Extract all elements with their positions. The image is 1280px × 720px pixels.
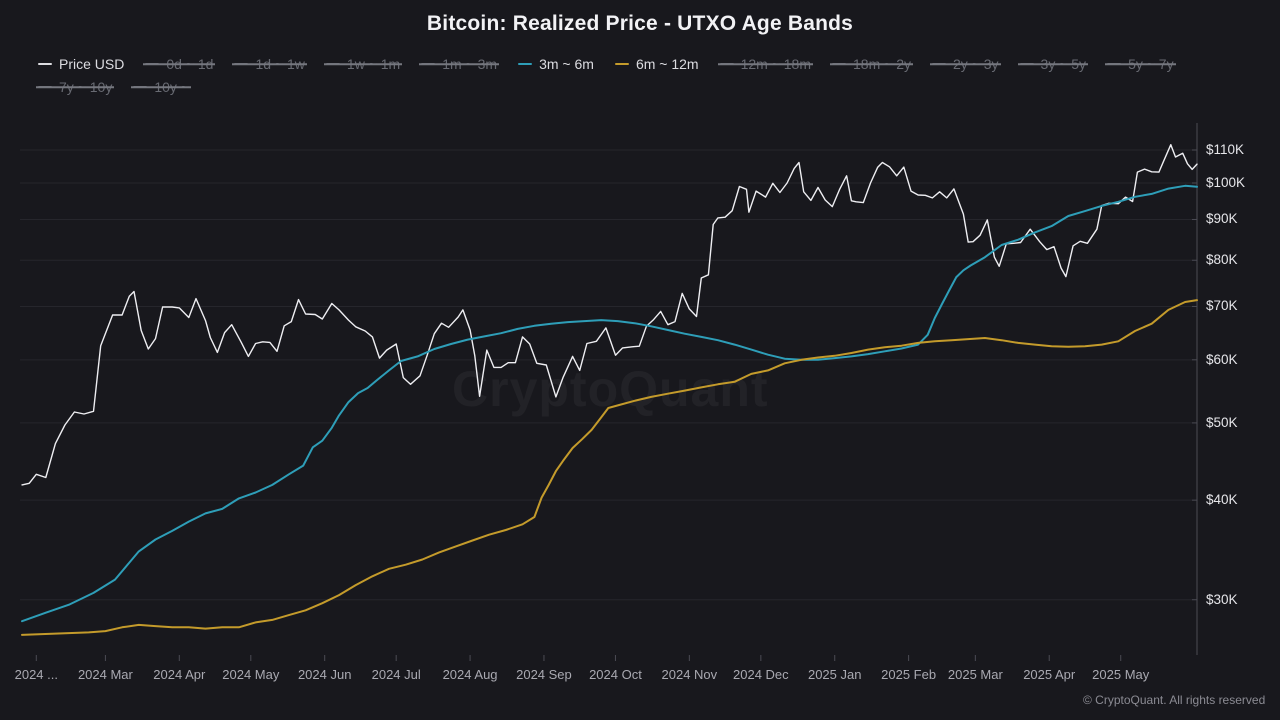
legend-row-1: Price USD 0d ~ 1d 1d ~ 1w 1w ~ 1m 1m ~ 3m 3m … [38,55,1253,73]
x-axis-label: 2025 Feb [881,667,937,682]
legend-item-3y-5y[interactable]: 3y ~ 5y [1019,55,1086,73]
legend-item-5y-7y[interactable]: 5y ~ 7y [1107,55,1174,73]
series-line-3m-6m [21,184,1198,623]
legend-item-12m-18m[interactable]: 12m ~ 18m [719,55,811,73]
x-axis-label: 2024 Dec [733,667,789,682]
x-axis-label: 2024 Aug [442,667,498,682]
x-axis-label: 2024 Sep [516,667,572,682]
legend-item-10y[interactable]: 10y ~ [133,78,189,96]
legend-dash-icon [38,63,52,65]
y-axis-label: $40K [1206,492,1238,508]
x-axis-label: 2024 Mar [77,667,133,682]
y-axis-label: $90K [1206,211,1238,227]
legend-item-1w-1m[interactable]: 1w ~ 1m [325,55,400,73]
legend: Price USD 0d ~ 1d 1d ~ 1w 1w ~ 1m 1m ~ 3m 3m … [38,55,1253,101]
x-axis-label: 2024 Oct [589,667,642,682]
x-axis-label: 2024 Jun [297,667,352,682]
x-axis-label: 2025 Jan [807,667,862,682]
y-axis-label: $50K [1206,414,1238,430]
legend-item-0d-1d[interactable]: 0d ~ 1d [145,55,213,73]
legend-dash-icon [614,63,629,65]
y-axis-label: $80K [1206,252,1238,268]
x-axis-label: 2024 ... [14,667,58,682]
x-axis-label: 2024 Nov [661,667,718,682]
copyright-footer: © CryptoQuant. All rights reserved [1083,693,1266,707]
legend-item-2y-3y[interactable]: 2y ~ 3y [932,55,999,73]
x-axis-label: 2025 Mar [947,667,1003,682]
x-axis-label: 2024 May [222,667,280,682]
x-axis-label: 2024 Jul [371,667,421,682]
legend-item-price-usd[interactable]: Price USD [38,55,124,73]
y-axis-label: $100K [1206,175,1246,190]
y-axis-label: $70K [1206,298,1238,314]
legend-dash-icon [518,63,533,65]
x-axis-label: 2024 Apr [153,667,206,682]
y-axis-label: $60K [1206,351,1238,367]
x-axis-label: 2025 Apr [1023,667,1076,682]
legend-item-18m-2y[interactable]: 18m ~ 2y [832,55,911,73]
legend-label: 3m ~ 6m [539,56,594,72]
y-axis-label: $110K [1206,142,1245,157]
legend-item-7y-10y[interactable]: 7y ~ 10y [38,78,112,96]
legend-item-3m-6m[interactable]: 3m ~ 6m [518,55,594,73]
series-line-price-usd [21,143,1198,486]
page-title: Bitcoin: Realized Price - UTXO Age Bands [426,12,854,35]
legend-label: Price USD [59,56,125,72]
x-axis-label: 2025 May [1092,667,1150,682]
legend-item-1d-1w[interactable]: 1d ~ 1w [234,55,305,73]
legend-item-6m-12m[interactable]: 6m ~ 12m [614,55,699,73]
series-line-6m-12m [21,299,1198,636]
legend-row-2: 7y ~ 10y 10y ~ [38,78,1253,96]
legend-label: 6m ~ 12m [635,56,699,72]
legend-item-1m-3m[interactable]: 1m ~ 3m [421,55,497,73]
y-axis-label: $30K [1206,591,1238,607]
